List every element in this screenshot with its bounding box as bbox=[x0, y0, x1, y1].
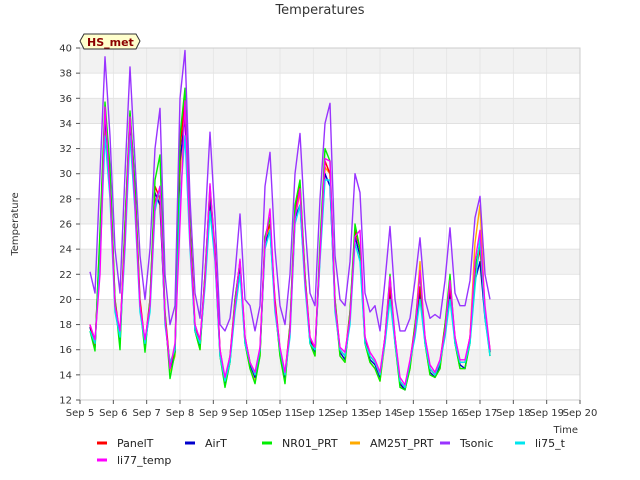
y-tick-label: 24 bbox=[59, 245, 72, 256]
legend-label: NR01_PRT bbox=[282, 437, 338, 450]
legend-label: AirT bbox=[205, 437, 227, 450]
y-tick-label: 14 bbox=[59, 370, 72, 381]
chart-title: Temperatures bbox=[274, 3, 364, 18]
x-tick-label: Sep 10 bbox=[229, 408, 264, 419]
x-tick-label: Sep 17 bbox=[463, 408, 498, 419]
x-tick-label: Sep 18 bbox=[496, 408, 531, 419]
legend-item-li75-t: li75_t bbox=[515, 437, 566, 450]
y-tick-label: 18 bbox=[59, 320, 72, 331]
badge-label: HS_met bbox=[87, 36, 134, 49]
x-tick-label: Sep 11 bbox=[263, 408, 298, 419]
y-tick-label: 16 bbox=[59, 345, 72, 356]
station-badge: HS_met bbox=[79, 33, 141, 50]
legend-label: li75_t bbox=[535, 437, 566, 450]
x-tick-label: Sep 8 bbox=[166, 408, 194, 419]
legend-label: li77_temp bbox=[117, 454, 171, 467]
x-tick-label: Sep 12 bbox=[296, 408, 331, 419]
x-tick-label: Sep 20 bbox=[563, 408, 598, 419]
x-tick-label: Sep 7 bbox=[132, 408, 160, 419]
badge-shape bbox=[79, 33, 141, 50]
series-li75-t bbox=[89, 135, 491, 389]
x-tick-label: Sep 9 bbox=[199, 408, 227, 419]
band-22 bbox=[80, 249, 580, 275]
y-tick-label: 22 bbox=[59, 270, 72, 281]
x-tick-label: Sep 15 bbox=[396, 408, 431, 419]
legend-item-panelt: PanelT bbox=[97, 437, 154, 450]
x-tick-label: Sep 13 bbox=[329, 408, 364, 419]
series-li77-temp bbox=[89, 100, 491, 386]
legend-item-tsonic: Tsonic bbox=[440, 437, 493, 450]
x-tick-label: Sep 19 bbox=[529, 408, 564, 419]
y-tick-label: 40 bbox=[59, 44, 72, 55]
legend-item-airt: AirT bbox=[185, 437, 227, 450]
legend: PanelT AirT NR01_PRT AM25T_PRT Tsonic li75_tl… bbox=[97, 437, 566, 467]
x-tick-label: Sep 16 bbox=[429, 408, 464, 419]
y-tick-label: 28 bbox=[59, 194, 72, 205]
y-tick-label: 34 bbox=[59, 119, 72, 130]
series-layer bbox=[89, 49, 491, 391]
y-tick-label: 26 bbox=[59, 220, 72, 231]
y-tick-label: 30 bbox=[59, 169, 72, 180]
x-axis-label: Time bbox=[553, 425, 578, 436]
legend-label: Tsonic bbox=[459, 437, 493, 450]
band-38 bbox=[80, 48, 580, 74]
band-18 bbox=[80, 299, 580, 325]
y-tick-label: 38 bbox=[59, 69, 72, 80]
band-14 bbox=[80, 349, 580, 375]
x-tick-label: Sep 14 bbox=[363, 408, 398, 419]
x-tick-label: Sep 6 bbox=[99, 408, 127, 419]
series-tsonic bbox=[89, 49, 491, 332]
y-axis-label: Temperature bbox=[10, 192, 21, 256]
y-tick-label: 20 bbox=[59, 295, 72, 306]
legend-label: PanelT bbox=[117, 437, 154, 450]
y-tick-label: 12 bbox=[59, 396, 72, 407]
legend-label: AM25T_PRT bbox=[370, 437, 434, 450]
legend-item-li77-temp: li77_temp bbox=[97, 454, 171, 467]
x-tick-label: Sep 5 bbox=[66, 408, 94, 419]
legend-item-am25t-prt: AM25T_PRT bbox=[350, 437, 434, 450]
y-tick-label: 32 bbox=[59, 144, 72, 155]
legend-item-nr01-prt: NR01_PRT bbox=[262, 437, 338, 450]
y-axis-ticks: 12 14 16 18 20 22 24 26 28 30 32 34 36 38 40 bbox=[59, 44, 80, 407]
y-tick-label: 36 bbox=[59, 94, 72, 105]
